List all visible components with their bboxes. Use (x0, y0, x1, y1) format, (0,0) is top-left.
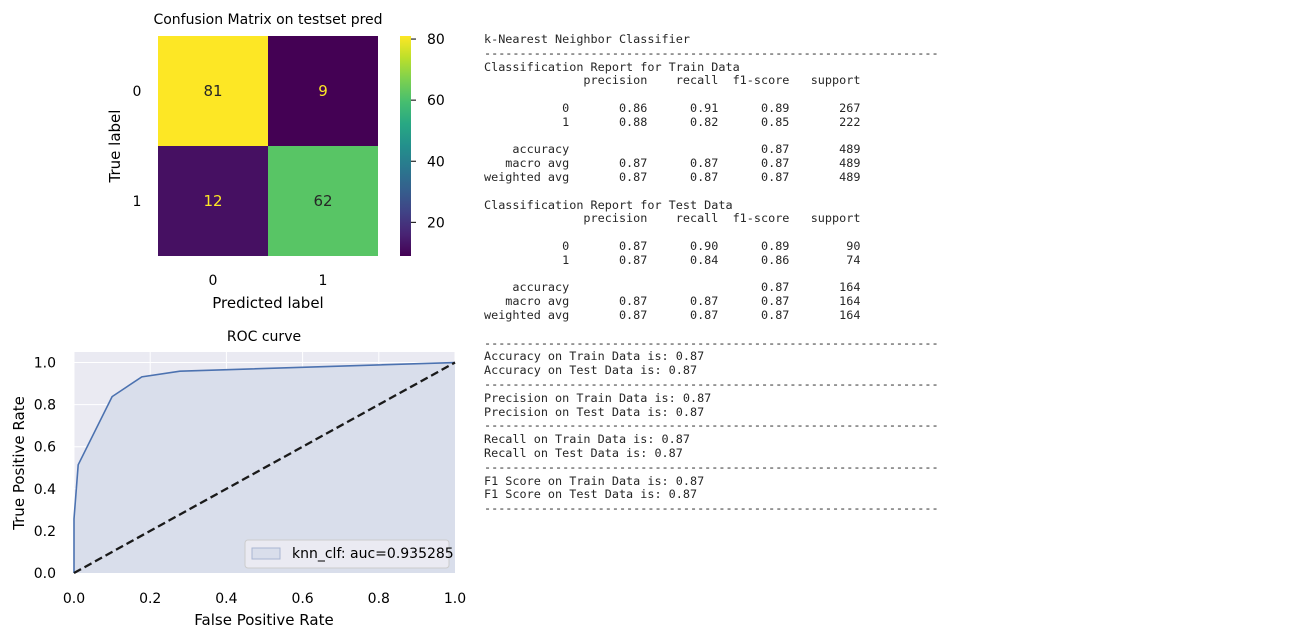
roc-chart: ROC curve 0.0 0.2 0.4 0.6 0.8 1.0 0.0 0.2 0.4 0.6… (10, 329, 466, 629)
cm-cell (268, 36, 378, 146)
cm-title: Confusion Matrix on testset pred (153, 12, 382, 28)
cm-cell-value: 62 (313, 192, 332, 210)
recall-test: Recall on Test Data is: 0.87 (484, 445, 683, 460)
cm-cell (268, 146, 378, 256)
train-weighted-avg-row: weighted avg 0.87 0.87 0.87 489 (484, 169, 861, 184)
separator: ----------------------------------------… (484, 335, 939, 350)
legend-swatch (251, 547, 281, 560)
chance-diagonal-line (73, 361, 456, 575)
cm-cell (158, 36, 268, 146)
report-columns: precision recall f1-score support (484, 211, 861, 226)
roc-title: ROC curve (227, 329, 301, 345)
roc-y-tick-label: 0.0 (34, 566, 56, 582)
roc-y-tick-label: 1.0 (34, 356, 56, 372)
cm-y-tick-label: 1 (133, 194, 142, 210)
separator: ----------------------------------------… (484, 501, 939, 516)
accuracy-test: Accuracy on Test Data is: 0.87 (484, 363, 698, 378)
colorbar-tick-label: 80 (427, 32, 445, 48)
cm-x-tick-label: 1 (319, 273, 328, 289)
roc-x-tick-label: 0.8 (368, 591, 390, 607)
roc-x-tick-label: 0.4 (215, 591, 237, 607)
cm-cell-value: 81 (203, 82, 222, 100)
test-report-header: Classification Report for Test Data (484, 197, 733, 212)
separator: ----------------------------------------… (484, 418, 939, 433)
roc-x-tick-label: 0.6 (291, 591, 313, 607)
roc-y-tick-label: 0.6 (34, 440, 56, 456)
roc-x-tick-label: 0.2 (139, 591, 161, 607)
recall-train: Recall on Train Data is: 0.87 (484, 432, 690, 447)
colorbar-tick-label: 60 (427, 93, 445, 109)
cm-y-tick-label: 0 (133, 84, 142, 100)
roc-x-axis-label: False Positive Rate (194, 611, 333, 629)
cm-colorbar: 20 40 60 80 (400, 32, 445, 256)
cm-cell (158, 146, 268, 256)
separator: ----------------------------------------… (484, 45, 939, 60)
cm-x-tick-label: 0 (209, 273, 218, 289)
train-macro-avg-row: macro avg 0.87 0.87 0.87 489 (484, 156, 861, 171)
separator: ----------------------------------------… (484, 459, 939, 474)
cm-cell-value: 12 (203, 192, 222, 210)
roc-y-tick-label: 0.2 (34, 524, 56, 540)
charts-canvas: Confusion Matrix on testset pred 81 9 12 62… (10, 12, 466, 629)
train-row-0: 0 0.86 0.91 0.89 267 (484, 100, 861, 115)
f1-train: F1 Score on Train Data is: 0.87 (484, 473, 705, 488)
cm-x-axis-label: Predicted label (212, 294, 323, 312)
test-row-1: 1 0.87 0.84 0.86 74 (484, 252, 861, 267)
train-accuracy-row: accuracy 0.87 489 (484, 142, 861, 157)
roc-y-tick-label: 0.4 (34, 482, 56, 498)
confusion-matrix: Confusion Matrix on testset pred 81 9 12 62… (106, 12, 445, 312)
roc-legend: knn_clf: auc=0.935285 (244, 539, 454, 569)
cm-cell-value: 9 (318, 82, 328, 100)
f1-test: F1 Score on Test Data is: 0.87 (484, 487, 698, 502)
train-report-header: Classification Report for Train Data (484, 59, 740, 74)
separator: ----------------------------------------… (484, 376, 939, 391)
test-weighted-avg-row: weighted avg 0.87 0.87 0.87 164 (484, 307, 861, 322)
precision-train: Precision on Train Data is: 0.87 (484, 390, 712, 405)
roc-x-tick-label: 0.0 (63, 591, 85, 607)
roc-y-axis-label: True Positive Rate (10, 396, 28, 531)
colorbar-tick-label: 20 (427, 215, 445, 231)
colorbar-gradient (400, 36, 411, 256)
roc-y-tick-label: 0.8 (34, 398, 56, 414)
classification-report: k-Nearest Neighbor Classifier ----------… (484, 32, 939, 516)
report-title: k-Nearest Neighbor Classifier (484, 32, 690, 46)
test-macro-avg-row: macro avg 0.87 0.87 0.87 164 (484, 294, 861, 309)
report-columns: precision recall f1-score support (484, 73, 861, 88)
precision-test: Precision on Test Data is: 0.87 (484, 404, 705, 419)
roc-curve-line (73, 361, 456, 573)
test-row-0: 0 0.87 0.90 0.89 90 (484, 238, 861, 253)
roc-x-tick-label: 1.0 (444, 591, 466, 607)
test-accuracy-row: accuracy 0.87 164 (484, 280, 861, 295)
train-row-1: 1 0.88 0.82 0.85 222 (484, 114, 861, 129)
colorbar-tick-label: 40 (427, 154, 445, 170)
accuracy-train: Accuracy on Train Data is: 0.87 (484, 349, 705, 364)
cm-y-axis-label: True label (106, 110, 124, 184)
legend-label: knn_clf: auc=0.935285 (292, 546, 454, 562)
